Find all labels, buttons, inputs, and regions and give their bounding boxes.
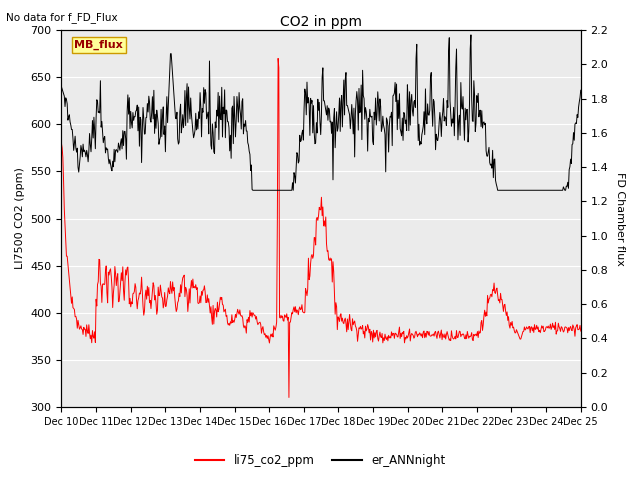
Y-axis label: FD Chamber flux: FD Chamber flux [615, 171, 625, 265]
Y-axis label: LI7500 CO2 (ppm): LI7500 CO2 (ppm) [15, 168, 25, 269]
Title: CO2 in ppm: CO2 in ppm [280, 15, 362, 29]
Legend: li75_co2_ppm, er_ANNnight: li75_co2_ppm, er_ANNnight [190, 449, 450, 472]
Text: No data for f_FD_Flux: No data for f_FD_Flux [6, 12, 118, 23]
Text: MB_flux: MB_flux [74, 39, 123, 50]
